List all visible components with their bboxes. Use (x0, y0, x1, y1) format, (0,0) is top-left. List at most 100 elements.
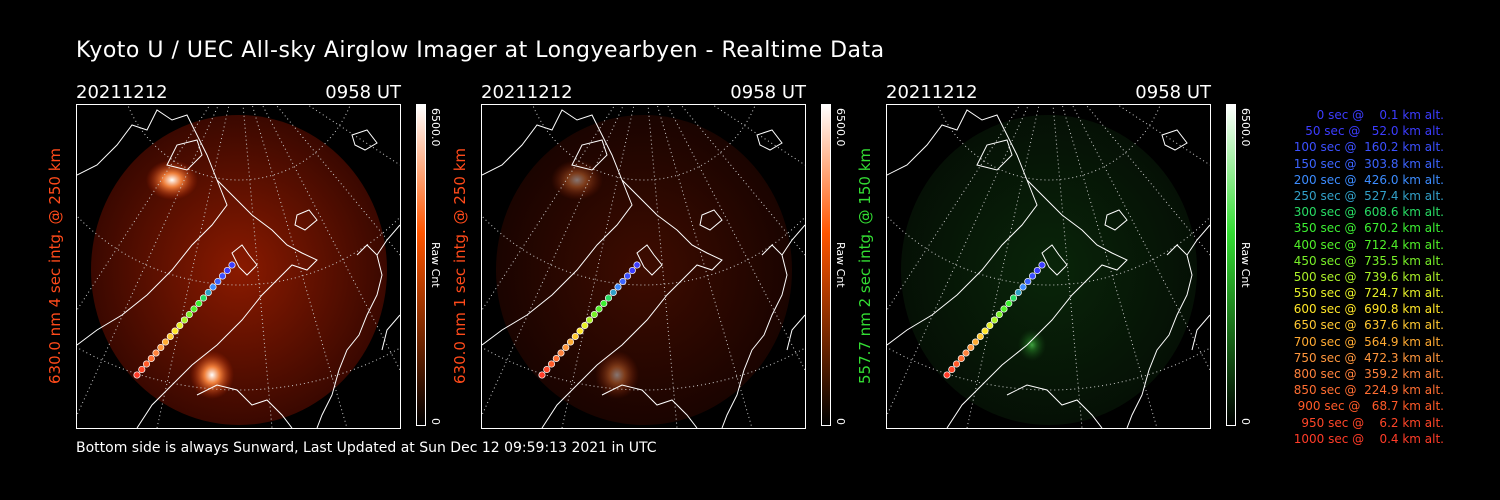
legend-row: 500 sec @ 739.6 km alt. (1289, 269, 1444, 284)
legend-row: 1000 sec @ 0.4 km alt. (1293, 431, 1444, 446)
legend-row: 950 sec @ 6.2 km alt. (1297, 415, 1444, 430)
trajectory-point (218, 272, 227, 280)
colorbar (1226, 104, 1236, 426)
coastline (1006, 384, 1103, 428)
trajectory-point (176, 321, 184, 330)
colorbar-max-label: 6500.0 (1239, 108, 1252, 147)
sky-disk (496, 115, 792, 425)
trajectory-point (566, 338, 575, 346)
coastline (482, 109, 633, 346)
colorbar-min-label: 0 (429, 418, 442, 425)
coastline (136, 179, 318, 428)
sky-image (481, 104, 806, 429)
panel-wavelength-label: 557.7 nm 2 sec intg. @ 150 km (856, 147, 874, 385)
trajectory-point (623, 272, 632, 280)
trajectory-point (161, 338, 170, 346)
trajectory-point (543, 365, 551, 374)
sky-image-svg (77, 105, 400, 428)
longitude-grid-line (307, 105, 400, 166)
coastline (316, 244, 383, 428)
legend-row: 600 sec @ 690.8 km alt. (1289, 302, 1444, 317)
trajectory-point (147, 354, 155, 363)
trajectory-point (943, 371, 951, 379)
coastline (721, 244, 788, 428)
aurora-patch (190, 351, 234, 399)
panel-wavelength-label: 630.0 nm 4 sec intg. @ 250 km (46, 147, 64, 385)
latitude-grid-line (127, 105, 351, 181)
trajectory-point (614, 283, 622, 291)
trajectory-point (1014, 288, 1022, 297)
aurora-patch (595, 351, 639, 399)
trajectory-point (967, 343, 975, 352)
latitude-grid-line (532, 105, 756, 181)
trajectory-point (214, 277, 222, 286)
panel-date: 20211212 (76, 82, 168, 103)
colorbar-max-label: 6500.0 (429, 108, 442, 147)
coastline (781, 224, 805, 351)
longitude-grid-line (712, 105, 805, 166)
trajectory-point (142, 360, 151, 368)
trajectory-point (619, 277, 627, 286)
longitude-grid-line (242, 105, 273, 428)
sky-disk (91, 115, 387, 425)
longitude-grid-line (647, 105, 678, 428)
island-outline (351, 129, 378, 151)
trajectory-point (962, 349, 970, 357)
trajectory-point (138, 365, 146, 374)
trajectory-point (185, 310, 193, 319)
coastline (1186, 224, 1210, 351)
trajectory-point (1019, 283, 1027, 291)
trajectory-point (133, 371, 141, 379)
island-outline (1161, 129, 1188, 151)
trajectory-point (628, 266, 636, 275)
trajectory-point (180, 316, 189, 324)
sky-disk (901, 115, 1197, 425)
legend-row: 350 sec @ 670.2 km alt. (1289, 221, 1444, 236)
panel-wavelength-label: 630.0 nm 1 sec intg. @ 250 km (451, 147, 469, 385)
coastline (541, 179, 723, 428)
trajectory-point (562, 343, 570, 352)
altitude-legend: 0 sec @ 0.1 km alt. 50 sec @ 52.0 km alt… (1262, 107, 1444, 447)
trajectory-point (204, 288, 212, 297)
panel-time: 0958 UT (1135, 82, 1211, 103)
coastline (196, 384, 293, 428)
sky-image (886, 104, 1211, 429)
legend-row: 50 sec @ 52.0 km alt. (1297, 124, 1444, 139)
trajectory-point (190, 305, 198, 313)
trajectory-point (195, 299, 203, 308)
legend-row: 0 sec @ 0.1 km alt. (1305, 108, 1444, 122)
aurora-patch (1018, 329, 1046, 361)
longitude-grid-line (561, 105, 635, 428)
trajectory-point (1024, 277, 1032, 286)
trajectory-point (1009, 294, 1018, 302)
trajectory-point (166, 332, 174, 341)
legend-row: 750 sec @ 472.3 km alt. (1289, 350, 1444, 365)
trajectory-point (581, 321, 589, 330)
trajectory-point (576, 327, 584, 335)
legend-row: 200 sec @ 426.0 km alt. (1289, 172, 1444, 187)
sky-image-panel: 20211212 0958 UT 630.0 nm 1 sec intg. @ … (451, 82, 847, 432)
panel-time: 0958 UT (730, 82, 806, 103)
legend-row: 900 sec @ 68.7 km alt. (1293, 399, 1444, 414)
coastline (1126, 244, 1193, 428)
longitude-grid-line (482, 105, 616, 311)
coastline (571, 139, 608, 171)
coastline (166, 139, 203, 171)
trajectory-point (547, 360, 556, 368)
colorbar-min-label: 0 (834, 418, 847, 425)
longitude-grid-line (1117, 105, 1210, 166)
page-title: Kyoto U / UEC All-sky Airglow Imager at … (76, 38, 885, 63)
trajectory-point (590, 310, 598, 319)
sky-image-panel: 20211212 0958 UT 557.7 nm 2 sec intg. @ … (856, 82, 1252, 432)
legend-row: 650 sec @ 637.6 km alt. (1289, 318, 1444, 333)
legend-row: 100 sec @ 160.2 km alt. (1289, 140, 1444, 155)
coastline (77, 109, 228, 346)
coastline (601, 384, 698, 428)
longitude-grid-line (1052, 105, 1083, 428)
legend-row: 850 sec @ 224.9 km alt. (1289, 383, 1444, 398)
trajectory-point (1000, 305, 1008, 313)
colorbar-min-label: 0 (1239, 418, 1252, 425)
panel-time: 0958 UT (325, 82, 401, 103)
trajectory-point (971, 338, 980, 346)
trajectory-point (557, 349, 565, 357)
